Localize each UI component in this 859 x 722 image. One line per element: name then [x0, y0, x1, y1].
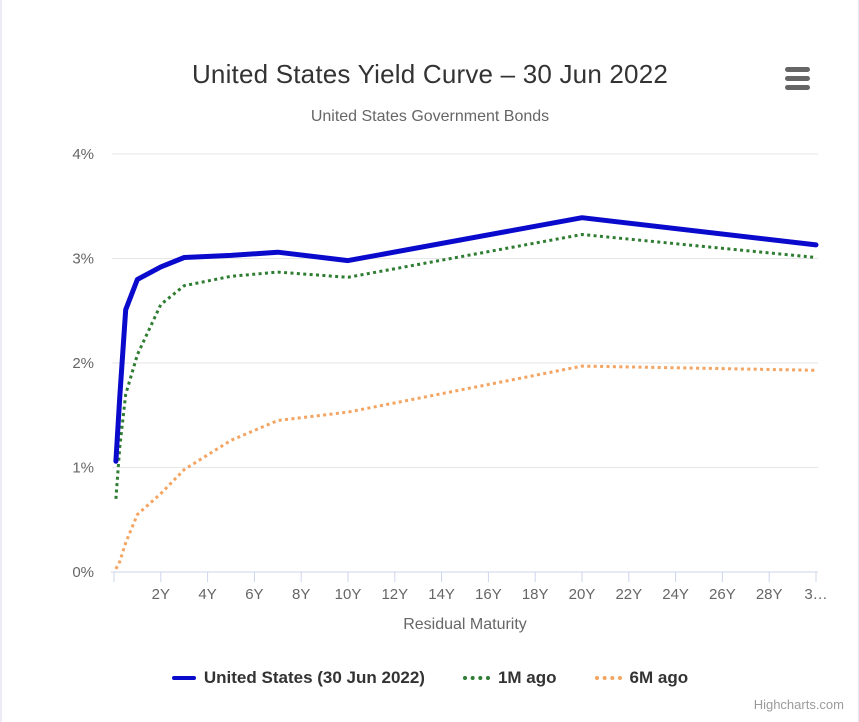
- y-axis-tick-label: 4%: [72, 146, 94, 163]
- y-axis-tick-label: 3%: [72, 251, 94, 268]
- y-axis-tick-label: 2%: [72, 355, 94, 372]
- x-axis-tick-label: 14Y: [428, 586, 455, 603]
- hamburger-menu-icon: [785, 75, 810, 81]
- hamburger-menu-icon: [785, 66, 810, 72]
- x-axis-tick-label: 3…: [804, 586, 827, 603]
- hamburger-menu-icon: [785, 84, 810, 90]
- x-axis-tick-label: 10Y: [335, 586, 362, 603]
- legend: United States (30 Jun 2022) 1M ago 6M ag…: [2, 668, 858, 688]
- legend-item-1m-ago[interactable]: 1M ago: [462, 668, 557, 688]
- x-axis-tick-label: 12Y: [381, 586, 408, 603]
- legend-item-united-states[interactable]: United States (30 Jun 2022): [171, 668, 425, 688]
- highcharts-credits-link[interactable]: Highcharts.com: [753, 697, 844, 712]
- series-line-6m-ago[interactable]: [114, 364, 817, 570]
- x-axis-tick-label: 26Y: [709, 586, 736, 603]
- x-axis-tick-label: 18Y: [522, 586, 549, 603]
- legend-label: United States (30 Jun 2022): [203, 668, 425, 687]
- legend-label: 6M ago: [629, 668, 689, 687]
- chart-subtitle: United States Government Bonds: [310, 108, 550, 125]
- series-line-united-states-30-jun-2022-[interactable]: [113, 215, 819, 464]
- x-axis-tick-label: 20Y: [569, 586, 596, 603]
- chart-context-menu-button[interactable]: [783, 63, 813, 93]
- y-axis-tick-label: 0%: [72, 564, 94, 581]
- chart-title: United States Yield Curve – 30 Jun 2022: [191, 59, 669, 89]
- x-axis-tick-label: 16Y: [475, 586, 502, 603]
- series-line-1m-ago[interactable]: [114, 233, 817, 500]
- x-axis-tick-label: 28Y: [756, 586, 783, 603]
- x-axis-tick-label: 6Y: [245, 586, 263, 603]
- legend-item-6m-ago[interactable]: 6M ago: [594, 668, 689, 688]
- x-axis-tick-label: 2Y: [152, 586, 170, 603]
- x-axis-tick-label: 8Y: [292, 586, 310, 603]
- legend-marker-solid-line: [171, 676, 196, 680]
- legend-marker-dotted-line: [462, 676, 490, 680]
- x-axis-tick-label: 24Y: [662, 586, 689, 603]
- x-axis-title: Residual Maturity: [403, 616, 527, 633]
- x-axis-tick-label: 4Y: [198, 586, 216, 603]
- legend-marker-dotted-line: [594, 676, 622, 680]
- legend-label: 1M ago: [497, 668, 557, 687]
- y-axis-tick-label: 1%: [72, 460, 94, 477]
- x-axis-tick-label: 22Y: [615, 586, 642, 603]
